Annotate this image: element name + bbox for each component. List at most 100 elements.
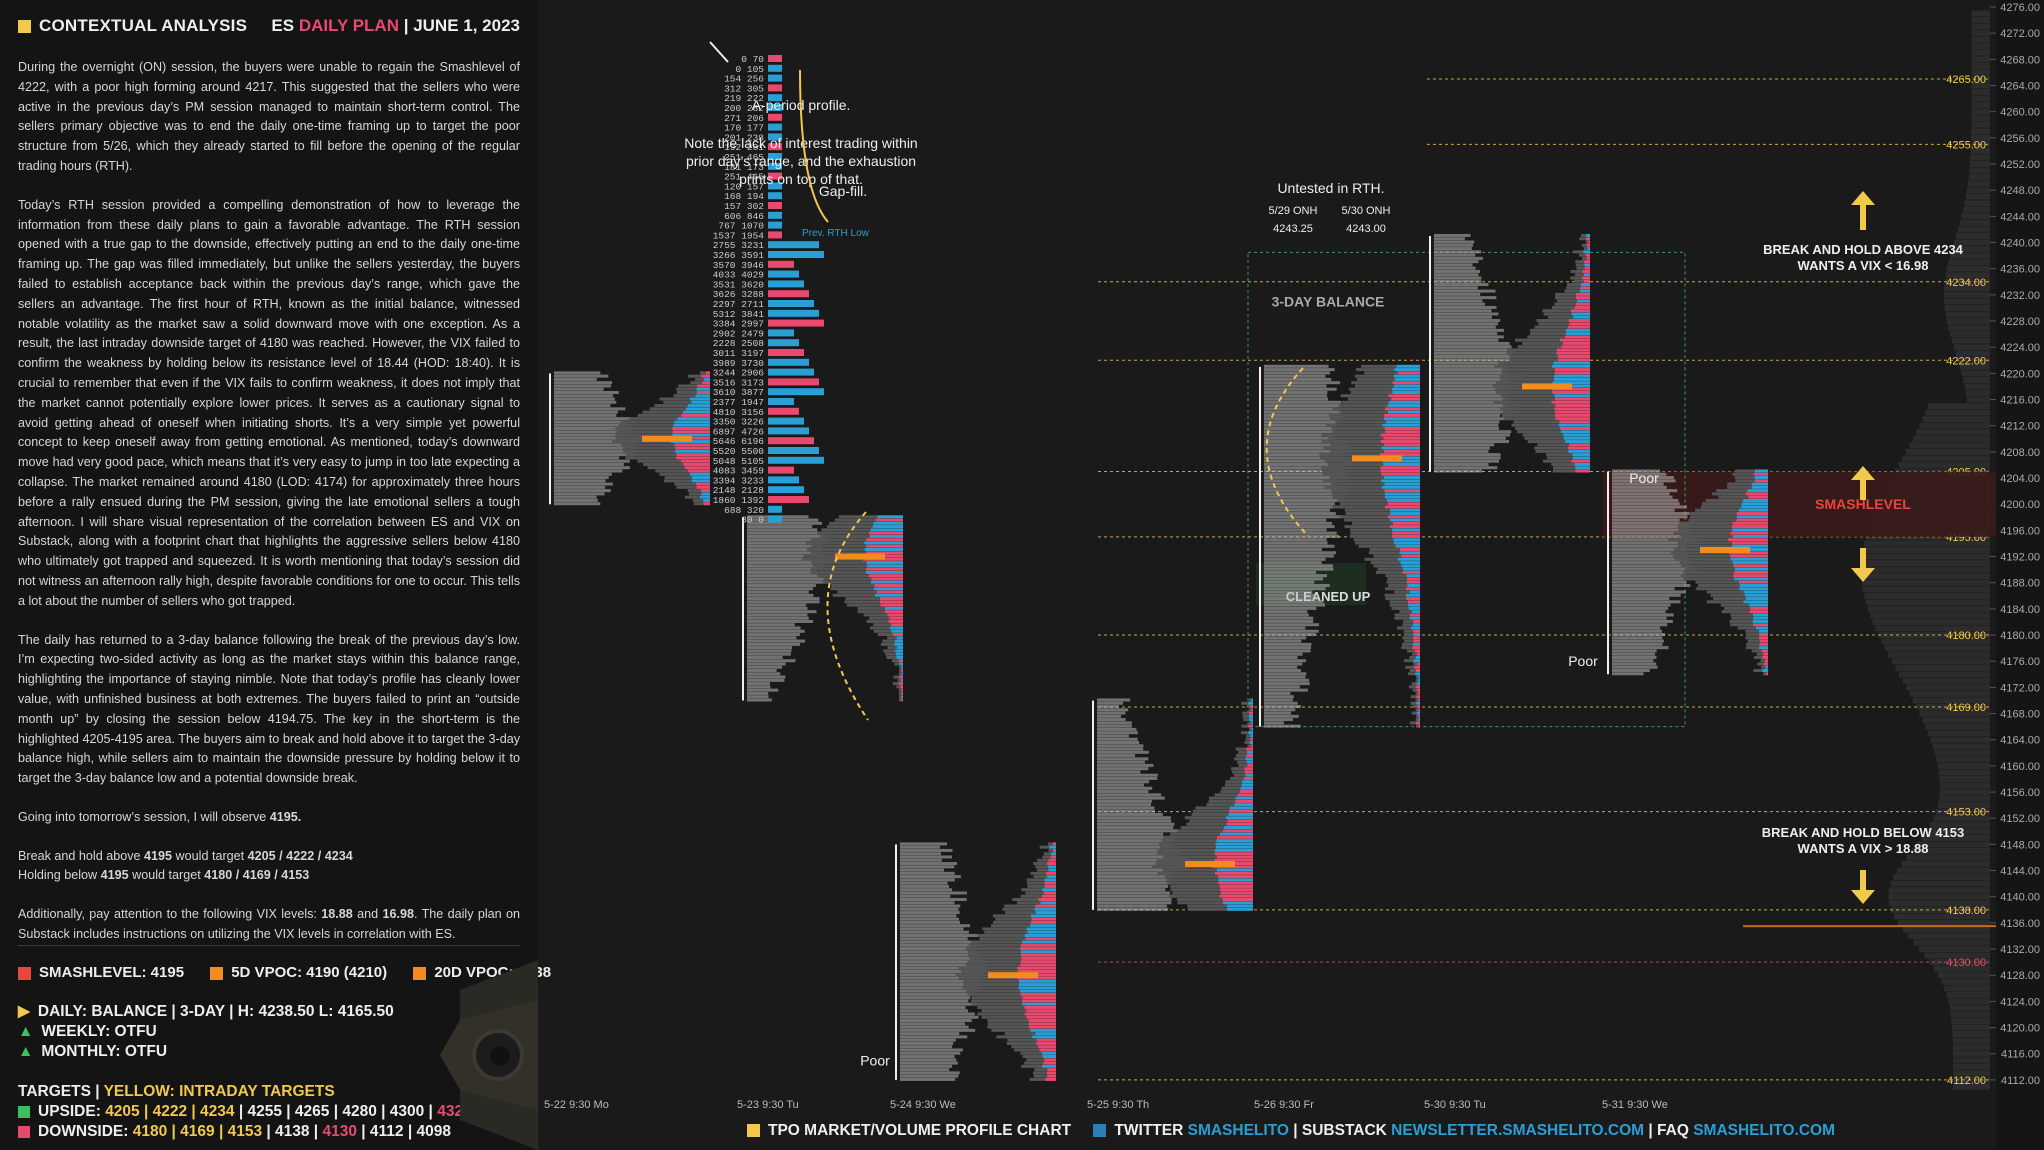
volume-row [1319, 453, 1380, 457]
tpo-row [1434, 371, 1509, 375]
volume-row [971, 996, 1023, 1000]
volume-row [979, 937, 1026, 941]
delta-row [1413, 629, 1420, 633]
volume-bar [1965, 389, 1990, 396]
ladder-row: 120 157 [724, 181, 764, 192]
delta-row [1746, 597, 1768, 601]
delta-row [1240, 790, 1253, 794]
ladder-row: 3384 2997 [713, 319, 764, 330]
volume-row [1522, 341, 1563, 345]
volume-row [1231, 767, 1245, 771]
volume-row [1677, 525, 1732, 529]
tpo-row [554, 413, 617, 417]
tpo-row [1264, 410, 1342, 414]
delta-row [1246, 760, 1253, 764]
delta-row [1554, 368, 1590, 372]
tpo-row [1264, 544, 1335, 548]
onh-label: 5/30 ONH [1342, 205, 1391, 217]
volume-row [1332, 505, 1386, 509]
volume-row [1332, 430, 1385, 434]
volume-row [1683, 577, 1735, 581]
ladder-row: 0 105 [735, 64, 764, 75]
volume-row [1033, 1071, 1047, 1075]
volume-bar [1906, 854, 1990, 861]
volume-bar [1971, 49, 1990, 56]
tpo-row [1264, 479, 1339, 483]
ladder-row: 1860 1392 [713, 495, 765, 506]
tpo-row [1264, 577, 1323, 581]
tpo-row [1264, 400, 1342, 404]
volume-row [1737, 626, 1756, 630]
volume-row [1695, 580, 1739, 584]
axis-tick-label: 4276.00 [2000, 2, 2040, 14]
delta-row [1389, 525, 1420, 529]
volume-row [1030, 871, 1046, 875]
tpo-row [1264, 610, 1308, 614]
volume-row [1246, 705, 1251, 709]
volume-row [1389, 603, 1408, 607]
level-label: 4169.00 [1946, 702, 1986, 714]
ladder-bar [768, 309, 819, 317]
volume-bar [1966, 396, 1990, 403]
delta-row [1574, 462, 1590, 466]
delta-row [1021, 943, 1056, 947]
delta-row [672, 430, 710, 434]
axis-tick-label: 4236.00 [2000, 264, 2040, 276]
tpo-row [1612, 518, 1680, 522]
volume-bar [1909, 442, 1990, 449]
delta-row [899, 662, 903, 666]
session-label: 5-22 9:30 Mo [544, 1099, 609, 1111]
volume-row [1034, 1068, 1048, 1072]
volume-row [1570, 269, 1583, 273]
volume-row [822, 580, 871, 584]
delta-row [691, 400, 710, 404]
volume-row [1410, 701, 1417, 705]
volume-row [968, 943, 1022, 947]
volume-row [1412, 652, 1417, 656]
level-label: 4222.00 [1946, 355, 1986, 367]
volume-row [1335, 420, 1387, 424]
volume-row [892, 682, 899, 686]
square-icon [747, 1124, 760, 1138]
volume-row [820, 534, 870, 538]
volume-bar [1930, 736, 1990, 743]
substack-link[interactable]: NEWSLETTER.SMASHELITO.COM [1391, 1122, 1645, 1139]
volume-row [1501, 368, 1555, 372]
footer-chart-label: TPO MARKET/VOLUME PROFILE CHART [768, 1122, 1072, 1139]
faq-link[interactable]: SMASHELITO.COM [1693, 1122, 1835, 1139]
volume-row [1700, 505, 1742, 509]
delta-row [1020, 947, 1056, 951]
ladder-bar [768, 290, 809, 298]
volume-bar [1971, 36, 1990, 43]
tpo-row [900, 865, 955, 869]
tpo-row [1612, 577, 1689, 581]
volume-row [659, 472, 690, 476]
twitter-link[interactable]: SMASHELITO [1187, 1122, 1289, 1139]
tpo-row [900, 960, 985, 964]
volume-row [1681, 564, 1734, 568]
axis-tick-label: 4220.00 [2000, 368, 2040, 380]
vpoc-bar [1700, 547, 1750, 553]
axis-tick-label: 4212.00 [2000, 421, 2040, 433]
tpo-row [747, 590, 809, 594]
delta-row [884, 610, 903, 614]
delta-row [1025, 937, 1056, 941]
delta-row [1044, 881, 1056, 885]
tpo-row [1434, 413, 1501, 417]
ladder-row: 3570 3946 [713, 260, 765, 271]
delta-row [898, 659, 903, 663]
tpo-row [1264, 678, 1310, 682]
ladder-row: 3531 3620 [713, 279, 765, 290]
volume-row [891, 659, 899, 663]
delta-row [864, 541, 903, 545]
delta-row [1743, 498, 1768, 502]
tpo-row [900, 1022, 965, 1026]
tpo-row [1097, 776, 1158, 780]
delta-row [1738, 580, 1768, 584]
ladder-row: 0 70 [741, 54, 764, 65]
text-span: would target [172, 848, 248, 863]
delta-row [1227, 819, 1253, 823]
tpo-row [747, 652, 791, 656]
axis-tick-label: 4140.00 [2000, 892, 2040, 904]
ladder-row: 201 238 [724, 132, 764, 143]
